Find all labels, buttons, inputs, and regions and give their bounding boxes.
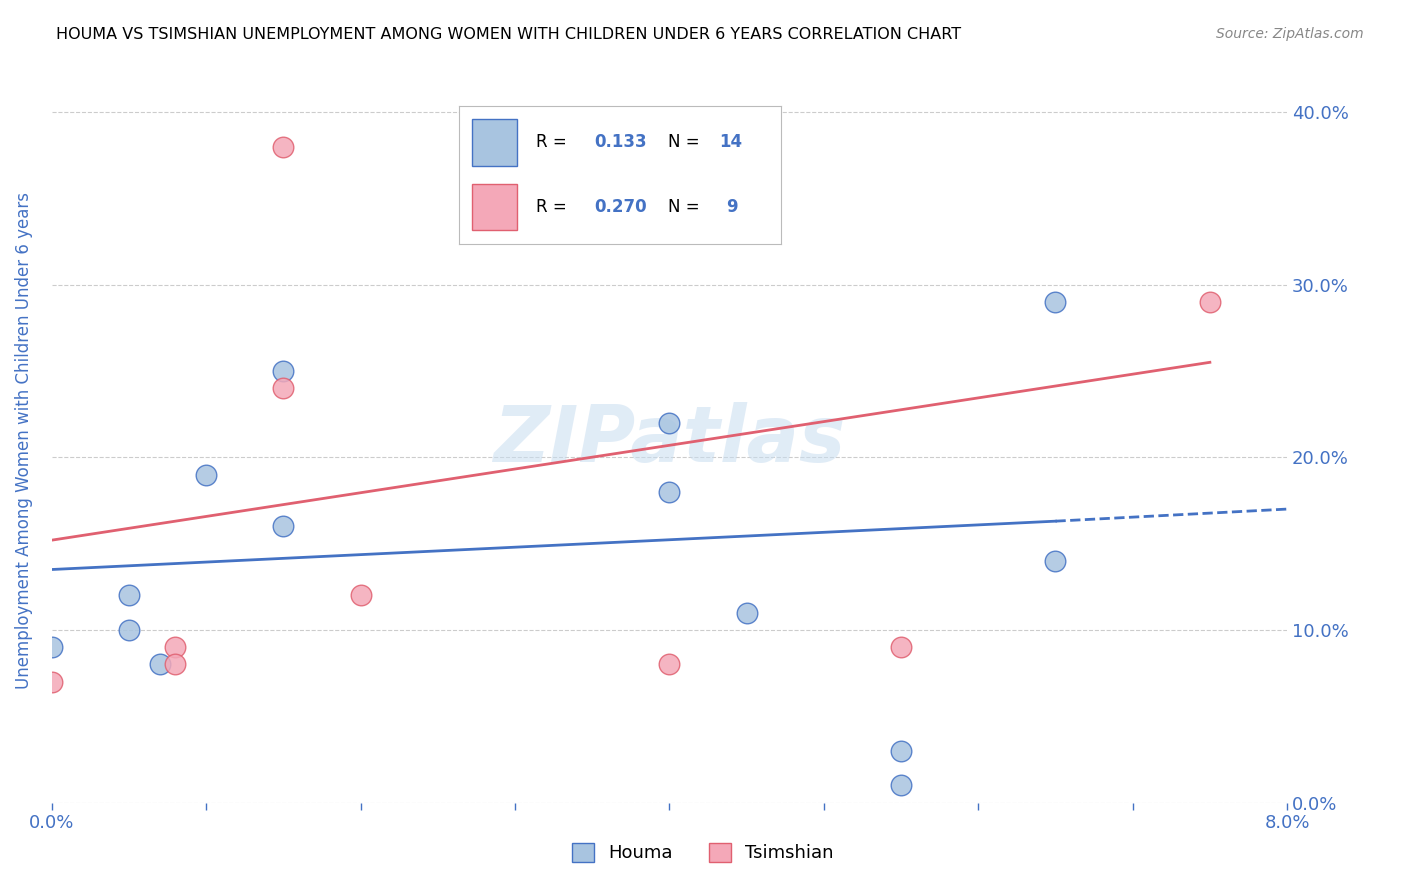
Point (41, 674, 63, 689)
Point (165, 657, 187, 672)
Text: ZIPatlas: ZIPatlas (494, 402, 845, 478)
Legend: Houma, Tsimshian: Houma, Tsimshian (565, 836, 841, 870)
Point (273, 519, 295, 533)
Point (273, 381, 295, 395)
Text: Source: ZipAtlas.com: Source: ZipAtlas.com (1216, 27, 1364, 41)
Point (1045, 294, 1067, 309)
Point (1199, 294, 1222, 309)
Point (273, 139, 295, 153)
Point (658, 657, 681, 672)
Point (890, 640, 912, 655)
Point (658, 416, 681, 430)
Y-axis label: Unemployment Among Women with Children Under 6 years: Unemployment Among Women with Children U… (15, 192, 32, 689)
Point (273, 364, 295, 378)
Point (1045, 554, 1067, 568)
Point (118, 623, 141, 637)
Point (890, 778, 912, 792)
Point (735, 606, 758, 620)
Point (165, 640, 187, 655)
Point (149, 657, 172, 672)
Point (658, 484, 681, 499)
Point (195, 467, 218, 482)
Point (118, 588, 141, 602)
Point (890, 744, 912, 758)
Point (349, 588, 371, 602)
Text: HOUMA VS TSIMSHIAN UNEMPLOYMENT AMONG WOMEN WITH CHILDREN UNDER 6 YEARS CORRELAT: HOUMA VS TSIMSHIAN UNEMPLOYMENT AMONG WO… (56, 27, 962, 42)
Point (41, 640, 63, 655)
